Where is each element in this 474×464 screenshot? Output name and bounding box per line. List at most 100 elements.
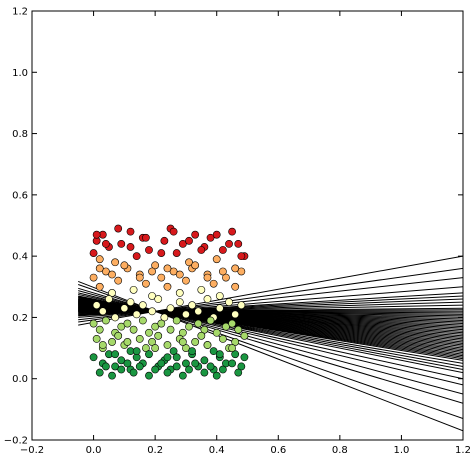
- data-point: [172, 362, 181, 371]
- data-point: [178, 239, 187, 248]
- data-point: [123, 338, 132, 346]
- y-tick-label: −0.2: [4, 436, 28, 447]
- data-point: [222, 322, 230, 331]
- data-point: [126, 243, 135, 251]
- data-point: [98, 341, 107, 349]
- data-point: [120, 304, 129, 313]
- data-point: [142, 233, 150, 242]
- data-point: [231, 264, 240, 273]
- data-point: [234, 325, 243, 334]
- data-point: [178, 338, 187, 346]
- data-point: [132, 310, 141, 319]
- data-point: [148, 307, 156, 316]
- data-point: [231, 310, 240, 319]
- data-point: [108, 338, 116, 346]
- data-point: [200, 325, 209, 334]
- data-point: [169, 227, 178, 236]
- data-point: [135, 273, 144, 282]
- data-point: [160, 236, 169, 245]
- data-point: [209, 279, 218, 288]
- data-point: [126, 298, 135, 307]
- data-point: [191, 230, 200, 239]
- data-point: [89, 273, 98, 282]
- data-point: [129, 325, 138, 334]
- data-point: [200, 368, 209, 377]
- data-point: [95, 325, 104, 334]
- data-point: [163, 264, 172, 273]
- data-point: [172, 353, 181, 362]
- data-point: [89, 353, 98, 362]
- y-tick-label: 1.0: [12, 68, 28, 79]
- data-point: [132, 347, 141, 356]
- data-point: [92, 301, 101, 310]
- data-point: [225, 239, 233, 248]
- data-point: [123, 359, 132, 368]
- data-point: [203, 295, 212, 303]
- data-point: [148, 292, 156, 300]
- data-point: [228, 344, 237, 352]
- data-point: [212, 255, 221, 264]
- data-point: [197, 246, 206, 254]
- data-point: [175, 298, 184, 307]
- data-point: [191, 338, 200, 346]
- data-point: [98, 307, 107, 316]
- data-point: [120, 261, 129, 270]
- data-point: [240, 353, 249, 362]
- data-point: [129, 285, 138, 294]
- data-point: [172, 249, 181, 257]
- y-axis: −0.2 0.0 0.2 0.4 0.6 0.8 1.0 1.2: [4, 7, 463, 447]
- data-point: [234, 368, 243, 377]
- data-point: [172, 316, 181, 325]
- data-point: [111, 258, 120, 267]
- data-point: [218, 267, 227, 276]
- data-point: [175, 289, 184, 297]
- plot-frame: [31, 10, 464, 441]
- data-point: [157, 273, 166, 282]
- data-point: [215, 304, 224, 313]
- data-point: [197, 331, 206, 340]
- data-point: [188, 347, 196, 356]
- regression-line: [78, 255, 463, 326]
- data-point: [228, 359, 237, 368]
- data-point: [212, 328, 221, 337]
- data-point: [185, 365, 193, 374]
- data-point: [182, 344, 190, 352]
- data-point: [154, 295, 163, 303]
- data-point: [206, 362, 215, 371]
- data-point: [117, 322, 126, 331]
- data-point: [237, 301, 246, 310]
- data-point: [237, 252, 246, 261]
- data-point: [203, 273, 212, 282]
- data-point: [117, 239, 126, 248]
- data-point: [218, 365, 227, 374]
- data-point: [105, 295, 113, 303]
- data-point: [228, 227, 237, 236]
- data-point: [234, 239, 243, 248]
- data-point: [151, 344, 160, 352]
- x-tick-label: 0.0: [86, 445, 102, 456]
- x-tick-label: 0.6: [270, 445, 286, 456]
- data-point: [148, 267, 156, 276]
- data-point: [191, 261, 200, 270]
- y-tick-label: 0.8: [12, 129, 28, 140]
- data-point: [194, 319, 203, 328]
- data-point: [145, 328, 153, 337]
- data-point: [95, 282, 104, 291]
- data-point: [114, 224, 123, 233]
- data-point: [135, 362, 144, 371]
- y-tick-label: 0.6: [12, 190, 28, 201]
- data-point: [101, 362, 110, 371]
- data-point: [117, 365, 126, 374]
- data-point: [212, 371, 221, 380]
- data-point: [163, 341, 172, 349]
- data-point: [209, 347, 218, 356]
- data-point: [169, 267, 178, 276]
- data-point: [114, 331, 123, 340]
- data-point: [145, 350, 153, 359]
- data-point: [206, 233, 215, 242]
- data-point: [215, 350, 224, 359]
- data-point: [138, 316, 147, 325]
- data-point: [237, 362, 246, 371]
- data-point: [222, 273, 230, 282]
